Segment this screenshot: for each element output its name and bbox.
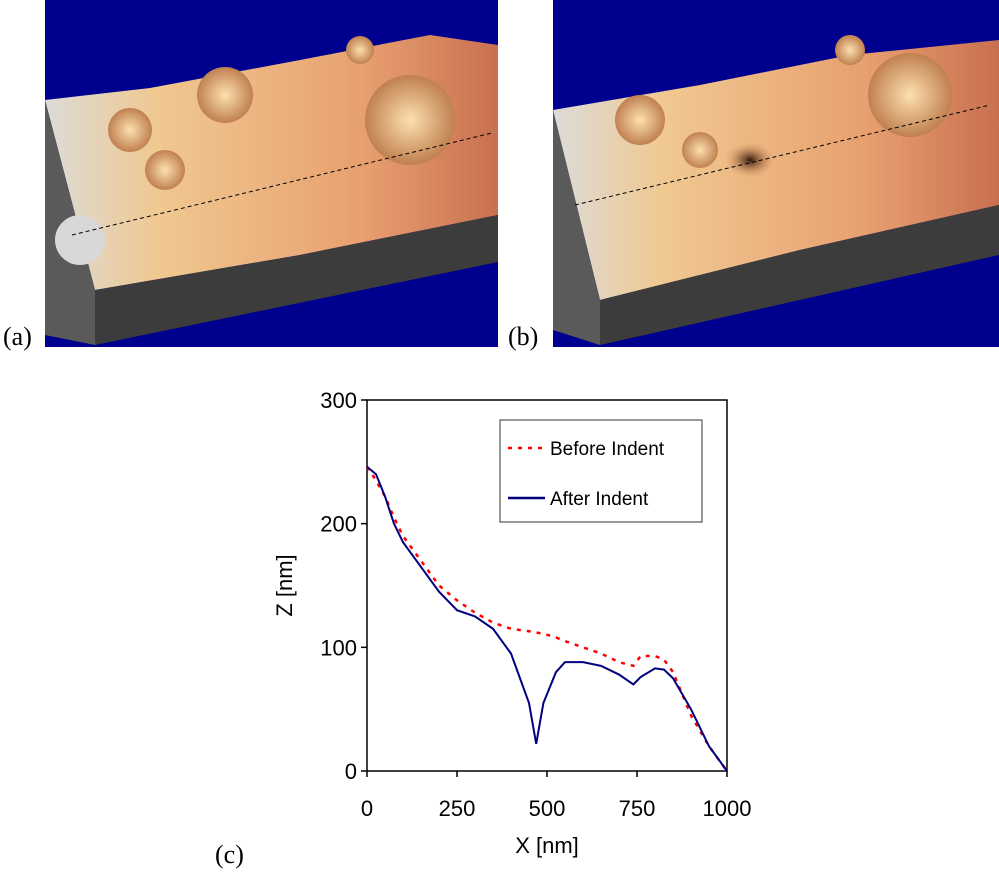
y-tick-label: 200 <box>320 512 357 537</box>
panel-label: (a) <box>3 322 32 351</box>
afm-image-b <box>553 0 999 347</box>
panel-label: (b) <box>508 322 538 351</box>
page: (a) (b) (c) 0 100 200 300 0 250 500 750 1000 X [n… <box>0 0 999 873</box>
x-axis-title: X [nm] <box>515 833 579 858</box>
y-tick-label: 300 <box>320 388 357 413</box>
panel-label: (c) <box>215 840 244 869</box>
y-tick-label: 100 <box>320 635 357 660</box>
x-tick-label: 1000 <box>703 796 752 821</box>
x-tick-label: 0 <box>361 796 373 821</box>
y-axis-title: Z [nm] <box>272 554 297 616</box>
legend-label: Before Indent <box>550 439 665 460</box>
x-tick-label: 500 <box>529 796 566 821</box>
afm-image-a <box>45 0 498 347</box>
y-tick-label: 0 <box>345 759 357 784</box>
line-chart: 0 100 200 300 0 250 500 750 1000 X [nm] Z [nm] Befo… <box>272 388 751 858</box>
figure: (a) (b) (c) 0 100 200 300 0 250 500 750 1000 X [n… <box>0 0 999 873</box>
x-tick-label: 250 <box>439 796 476 821</box>
x-tick-label: 750 <box>619 796 656 821</box>
legend-label: After Indent <box>550 489 649 510</box>
